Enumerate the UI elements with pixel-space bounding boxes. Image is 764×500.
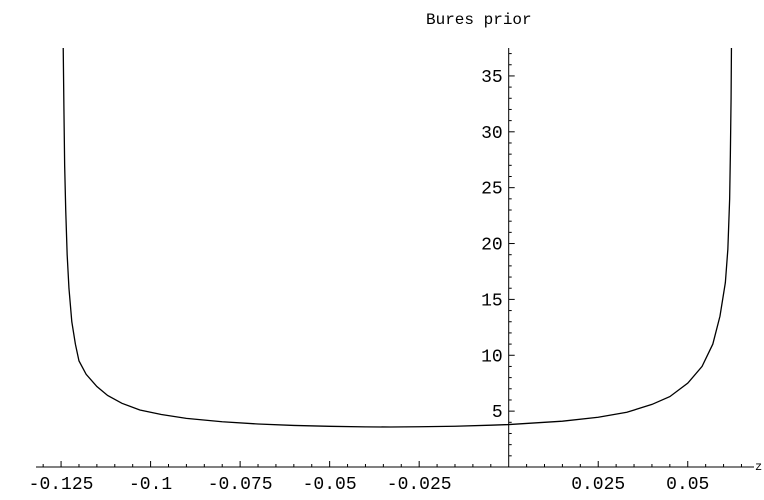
x-tick-label: 0.025 [571,475,625,495]
x-tick-label: 0.05 [666,475,709,495]
y-tick-label: 35 [481,68,503,88]
chart-title: Bures prior [426,11,532,29]
y-tick-label: 25 [481,180,503,200]
y-tick-label: 30 [481,124,503,144]
y-tick-label: 10 [481,347,503,367]
x-tick-label: -0.075 [208,475,273,495]
y-tick-label: 15 [481,291,503,311]
x-tick-label: -0.05 [303,475,357,495]
x-axis-label: z [755,460,762,474]
axes [36,48,754,468]
y-tick-label: 5 [492,403,503,423]
y-tick-label: 20 [481,236,503,256]
x-tick-label: -0.125 [29,475,94,495]
x-tick-label: -0.025 [387,475,452,495]
series-line [62,47,733,428]
series-layer [62,47,733,428]
x-tick-label: -0.1 [129,475,172,495]
tick-marks [42,53,742,467]
tick-labels: -0.125 -0.1 -0.075 -0.05 -0.025 0.025 0.05 5 10 1… [29,68,710,495]
